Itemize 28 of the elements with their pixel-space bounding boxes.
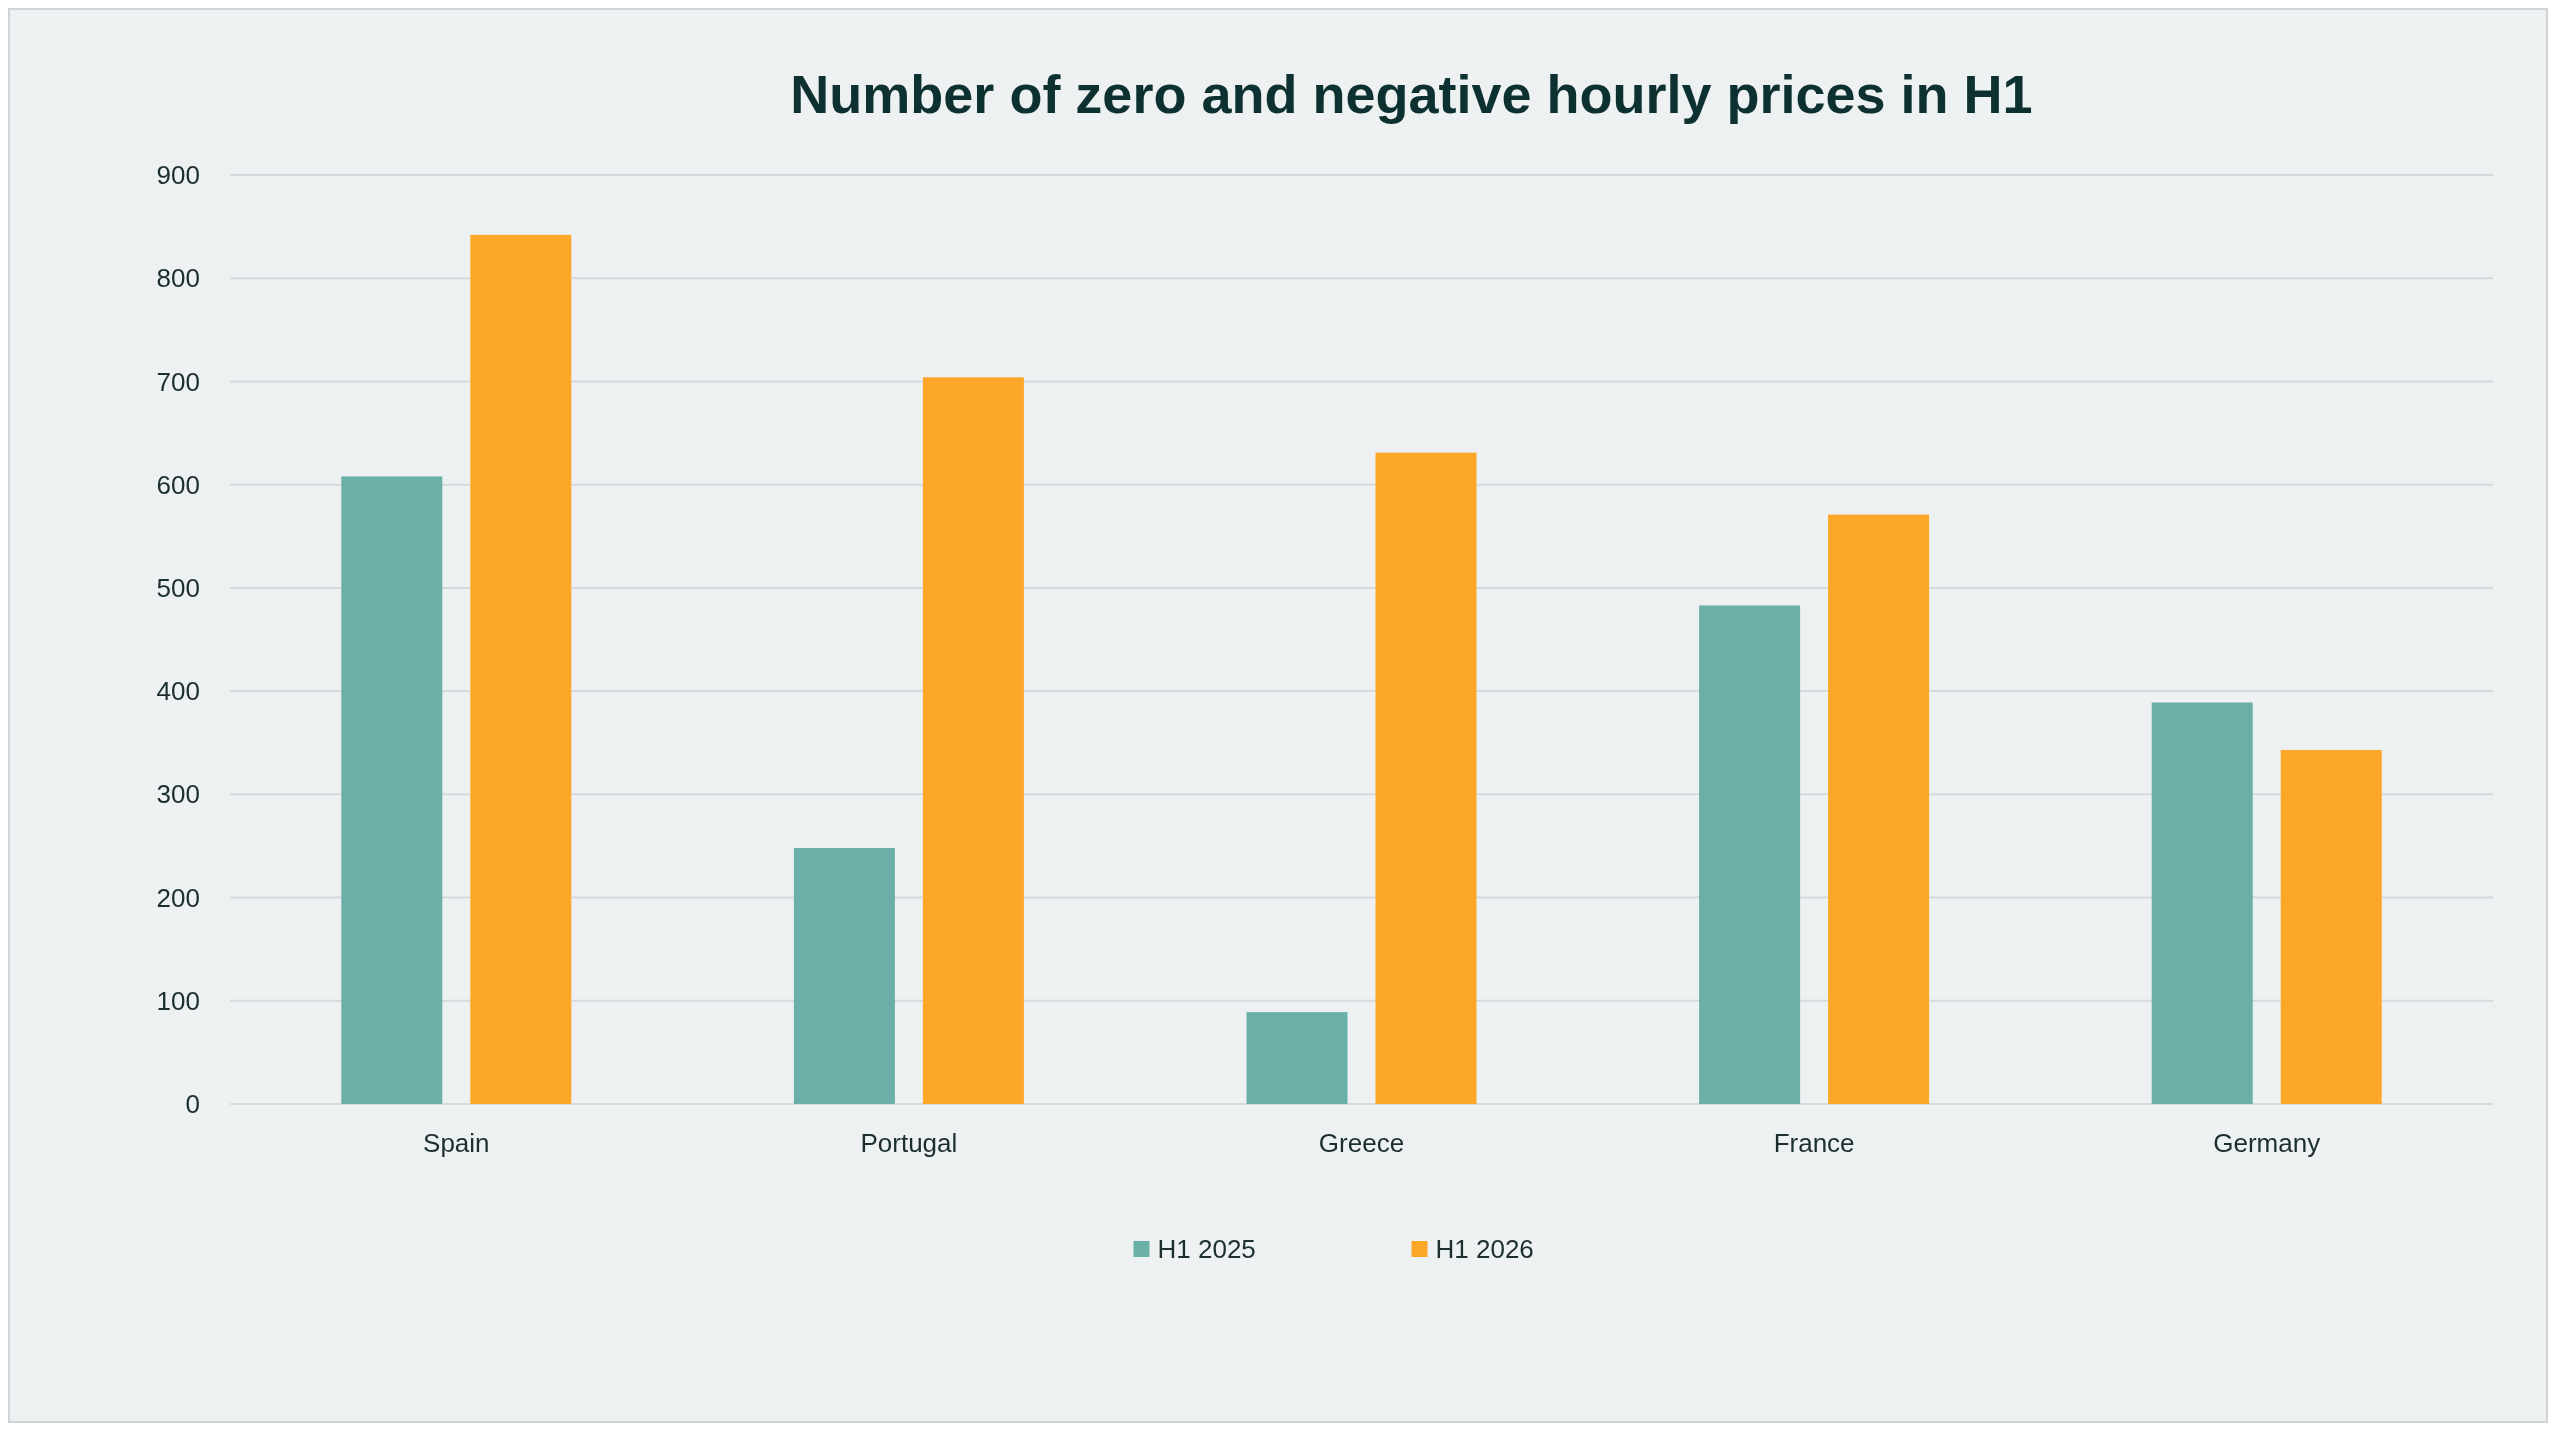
bar <box>793 848 895 1104</box>
legend-label: H1 2025 <box>1157 1234 1256 1265</box>
bar <box>1699 605 1801 1104</box>
bar <box>470 234 572 1104</box>
legend-label: H1 2026 <box>1435 1234 1534 1265</box>
y-tick-label: 0 <box>185 1089 200 1120</box>
bar <box>922 377 1024 1104</box>
bar <box>341 476 443 1104</box>
y-tick-label: 400 <box>156 676 200 707</box>
x-tick-label: Spain <box>423 1128 490 1158</box>
x-tick-label: France <box>1773 1128 1855 1158</box>
y-tick-label: 300 <box>156 779 200 810</box>
y-tick-label: 200 <box>156 882 200 913</box>
bar <box>1828 514 1930 1104</box>
x-tick-label: Greece <box>1318 1128 1405 1158</box>
y-tick-label: 800 <box>156 263 200 294</box>
bar <box>2280 749 2382 1104</box>
y-tick-label: 500 <box>156 572 200 603</box>
bar <box>2151 702 2253 1104</box>
x-tick-label: Germany <box>2213 1128 2321 1158</box>
bar <box>1246 1012 1348 1104</box>
y-tick-label: 900 <box>156 160 200 191</box>
y-tick-label: 700 <box>156 366 200 397</box>
bar <box>1375 452 1477 1104</box>
x-tick-label: Portugal <box>860 1128 958 1158</box>
chart-title: Number of zero and negative hourly prices in H1 <box>790 64 2033 124</box>
y-tick-label: 600 <box>156 469 200 500</box>
y-tick-label: 100 <box>156 985 200 1016</box>
